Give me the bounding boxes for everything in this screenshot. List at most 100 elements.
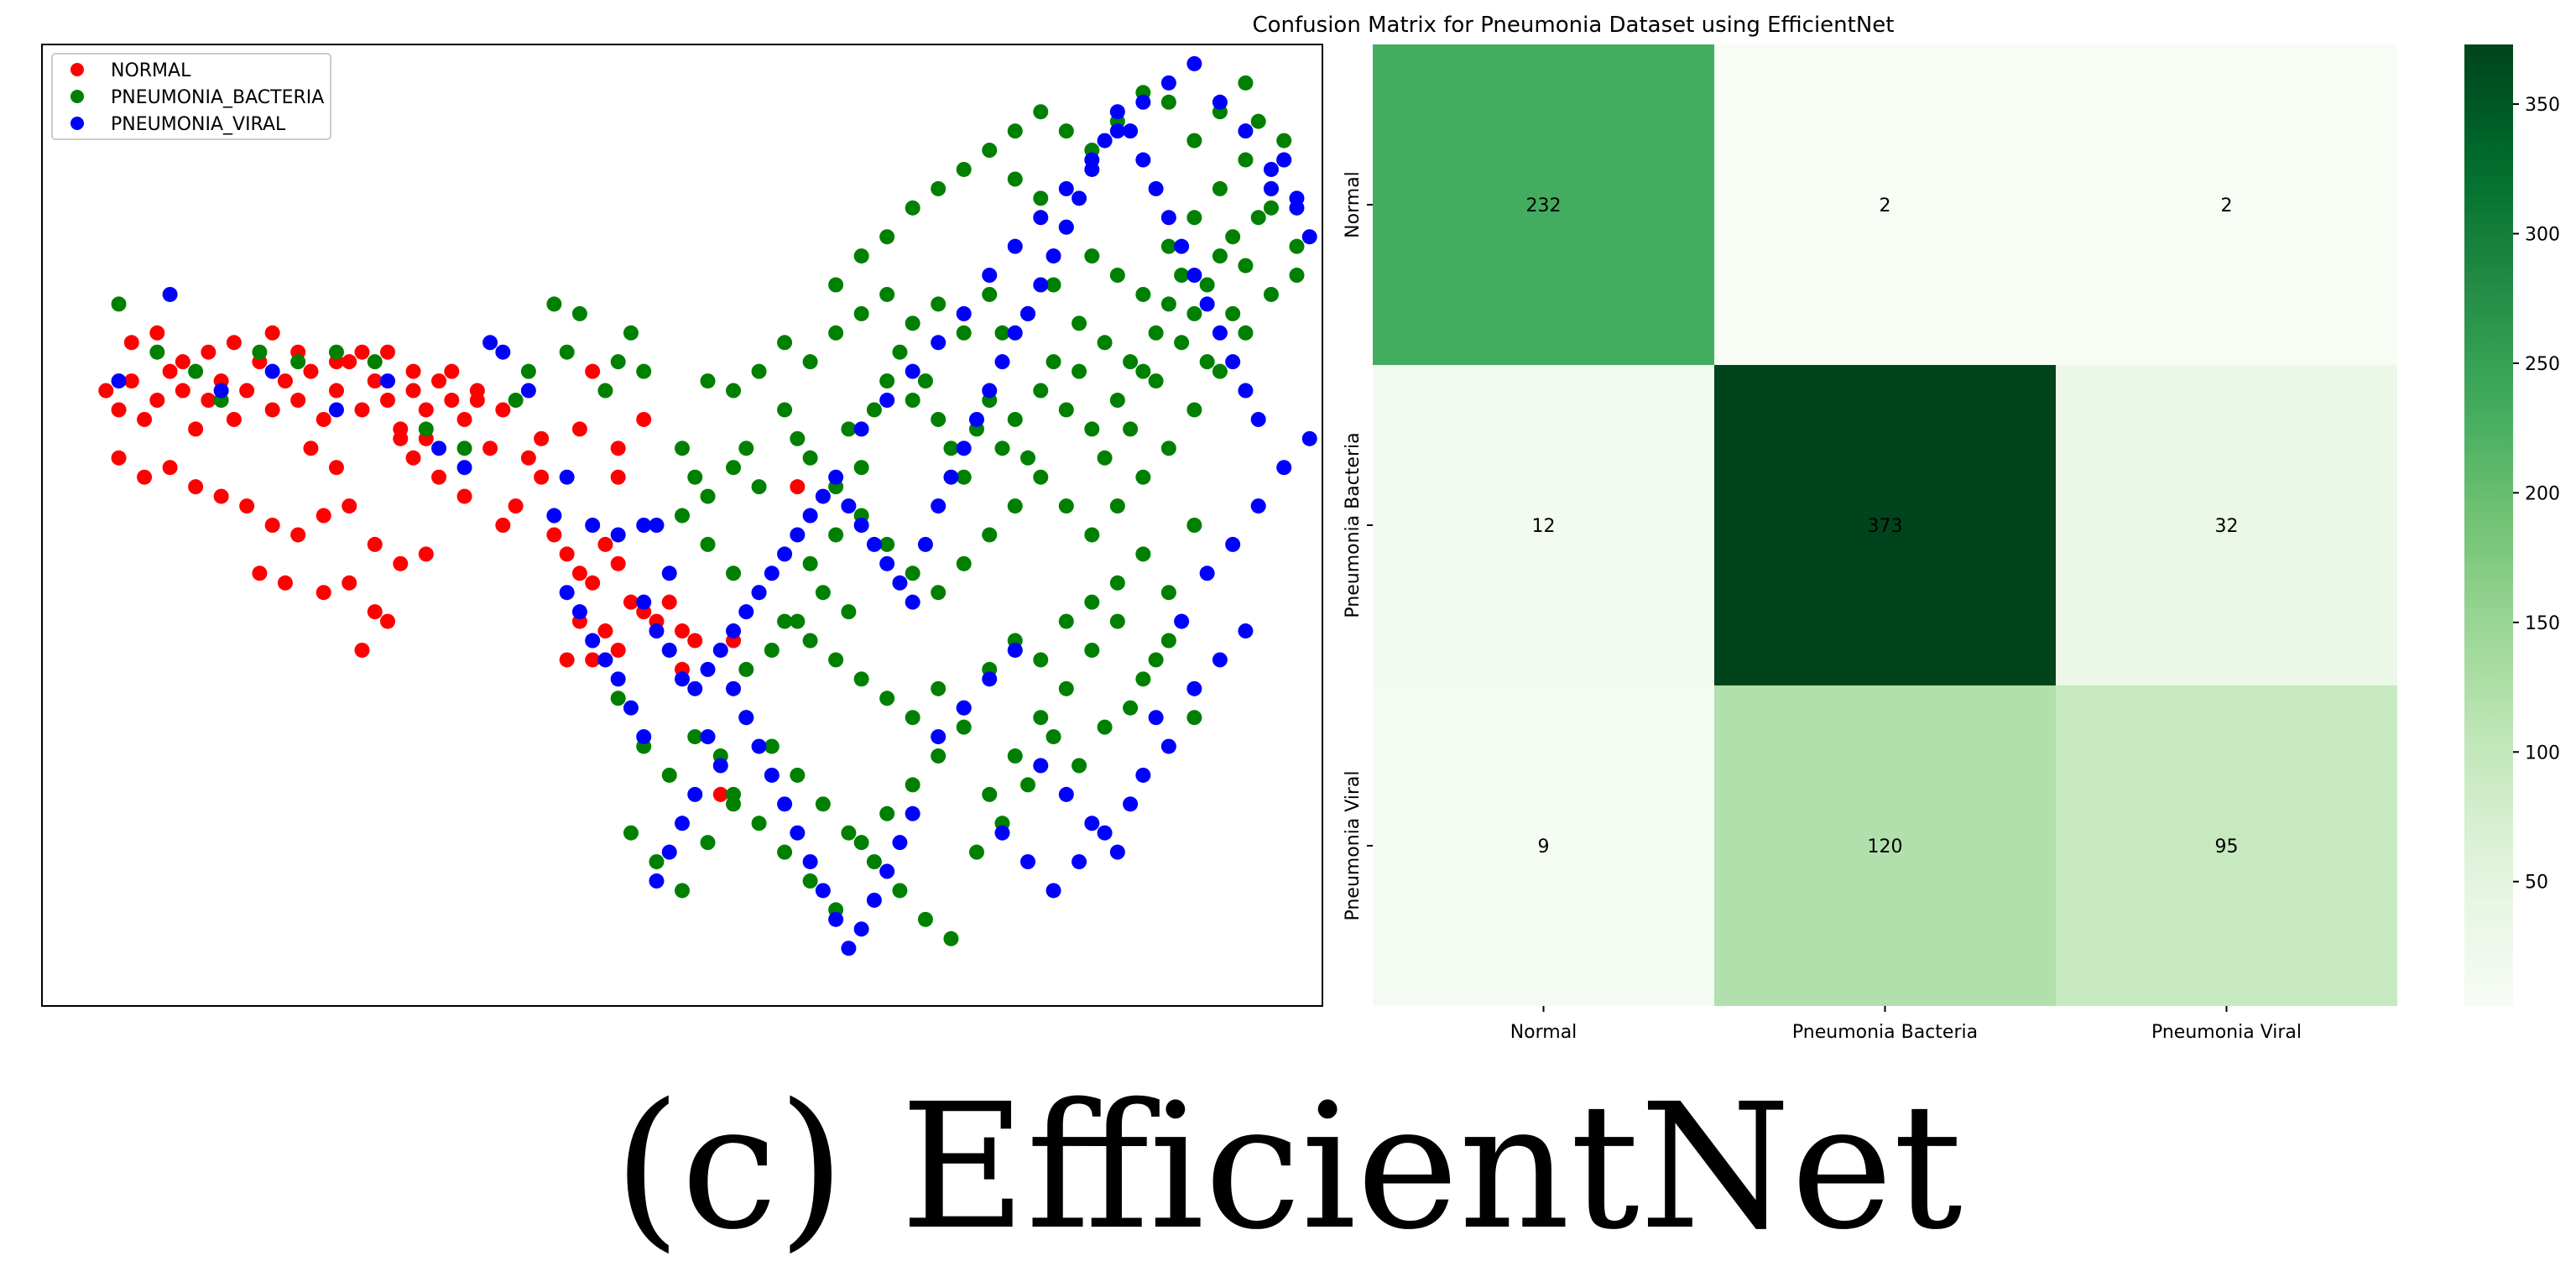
scatter-point-pneumonia-bacteria (623, 325, 639, 341)
scatter-point-pneumonia-bacteria (802, 873, 818, 889)
scatter-point-pneumonia-viral (661, 844, 677, 860)
scatter-point-pneumonia-viral (1097, 825, 1113, 841)
scatter-point-pneumonia-bacteria (879, 286, 895, 302)
confusion-matrix: Confusion Matrix for Pneumonia Dataset u… (1252, 13, 2560, 1043)
scatter-point-pneumonia-bacteria (802, 633, 818, 649)
scatter-point-pneumonia-bacteria (1276, 133, 1292, 149)
scatter-point-pneumonia-bacteria (1033, 104, 1049, 120)
scatter-point-normal (175, 383, 190, 399)
scatter-point-pneumonia-viral (931, 729, 946, 745)
scatter-point-pneumonia-viral (456, 460, 472, 476)
scatter-point-pneumonia-bacteria (841, 604, 857, 620)
scatter-point-pneumonia-bacteria (1007, 748, 1023, 764)
scatter-point-normal (342, 575, 357, 591)
scatter-point-pneumonia-bacteria (726, 383, 742, 399)
scatter-point-pneumonia-viral (853, 518, 869, 533)
scatter-point-normal (123, 335, 139, 351)
scatter-point-pneumonia-bacteria (1238, 75, 1254, 91)
scatter-point-normal (201, 393, 216, 409)
scatter-point-pneumonia-viral (1033, 277, 1049, 293)
scatter-point-pneumonia-bacteria (1020, 450, 1036, 466)
scatter-point-pneumonia-bacteria (815, 585, 831, 601)
scatter-point-pneumonia-bacteria (1084, 421, 1100, 437)
scatter-point-pneumonia-bacteria (1135, 671, 1151, 687)
scatter-point-pneumonia-bacteria (853, 460, 869, 476)
scatter-point-pneumonia-viral (1225, 536, 1241, 552)
scatter-point-pneumonia-viral (675, 816, 690, 831)
scatter-point-pneumonia-bacteria (879, 691, 895, 706)
scatter-point-pneumonia-bacteria (1199, 277, 1215, 293)
scatter-point-pneumonia-viral (649, 623, 665, 639)
scatter-point-pneumonia-bacteria (1135, 546, 1151, 562)
scatter-point-pneumonia-viral (726, 680, 742, 696)
scatter-point-pneumonia-bacteria (1148, 373, 1164, 389)
scatter-point-pneumonia-bacteria (1007, 123, 1023, 139)
scatter-point-pneumonia-bacteria (675, 508, 690, 524)
scatter-point-pneumonia-bacteria (726, 565, 742, 581)
scatter-point-normal (636, 411, 652, 427)
scatter-point-pneumonia-bacteria (1084, 527, 1100, 543)
scatter-point-pneumonia-bacteria (751, 363, 767, 379)
scatter-point-pneumonia-viral (931, 498, 946, 514)
scatter-point-pneumonia-bacteria (879, 805, 895, 821)
scatter-point-pneumonia-viral (931, 335, 946, 351)
scatter-point-pneumonia-viral (1058, 786, 1074, 802)
scatter-point-pneumonia-viral (917, 536, 933, 552)
scatter-point-pneumonia-viral (559, 585, 575, 601)
scatter-point-pneumonia-bacteria (905, 777, 920, 793)
scatter-point-pneumonia-bacteria (1160, 440, 1176, 456)
scatter-point-normal (367, 373, 383, 389)
scatter-point-pneumonia-viral (1212, 325, 1228, 341)
scatter-point-normal (534, 469, 550, 485)
scatter-point-pneumonia-bacteria (905, 565, 920, 581)
scatter-point-pneumonia-bacteria (956, 469, 972, 485)
scatter-point-pneumonia-viral (828, 911, 844, 927)
scatter-point-pneumonia-bacteria (700, 835, 716, 851)
scatter-point-pneumonia-bacteria (1186, 133, 1202, 149)
scatter-point-pneumonia-viral (712, 758, 728, 774)
scatter-point-normal (444, 393, 460, 409)
scatter-point-pneumonia-bacteria (994, 325, 1010, 341)
scatter-point-pneumonia-bacteria (1263, 200, 1279, 216)
scatter-point-pneumonia-bacteria (111, 296, 127, 312)
scatter-point-normal (712, 786, 728, 802)
scatter-point-normal (328, 383, 344, 399)
scatter-point-pneumonia-bacteria (1160, 296, 1176, 312)
scatter-point-pneumonia-bacteria (751, 816, 767, 831)
heatmap-value-labels: 232 2 2 12 373 32 9 120 95 (1526, 195, 2239, 857)
scatter-point-normal (546, 527, 562, 543)
scatter-point-normal (188, 421, 204, 437)
scatter-point-pneumonia-bacteria (1033, 190, 1049, 206)
scatter-point-pneumonia-viral (1250, 498, 1266, 514)
scatter-point-pneumonia-bacteria (1135, 469, 1151, 485)
scatter-point-pneumonia-viral (1186, 55, 1202, 71)
scatter-point-pneumonia-viral (1263, 180, 1279, 196)
scatter-point-normal (213, 488, 229, 504)
scatter-point-normal (661, 594, 677, 610)
scatter-point-pneumonia-bacteria (1084, 248, 1100, 264)
scatter-point-pneumonia-viral (905, 805, 920, 821)
scatter-point-pneumonia-bacteria (892, 883, 908, 899)
scatter-point-normal (303, 440, 319, 456)
scatter-point-pneumonia-bacteria (1199, 354, 1215, 370)
scatter-point-pneumonia-bacteria (751, 479, 767, 495)
scatter-point-pneumonia-bacteria (1033, 469, 1049, 485)
scatter-point-pneumonia-viral (1109, 104, 1125, 120)
scatter-point-pneumonia-bacteria (853, 248, 869, 264)
heatmap-title: Confusion Matrix for Pneumonia Dataset u… (1252, 13, 1894, 38)
scatter-point-pneumonia-bacteria (1058, 498, 1074, 514)
scatter-point-pneumonia-viral (968, 411, 984, 427)
scatter-point-pneumonia-viral (1135, 152, 1151, 168)
scatter-point-pneumonia-bacteria (508, 393, 524, 409)
scatter-point-normal (610, 555, 626, 571)
scatter-point-pneumonia-viral (213, 383, 229, 399)
scatter-point-pneumonia-bacteria (994, 440, 1010, 456)
scatter-point-pneumonia-viral (1084, 816, 1100, 831)
scatter-point-pneumonia-bacteria (1072, 363, 1087, 379)
scatter-point-pneumonia-bacteria (905, 710, 920, 726)
scatter-point-pneumonia-viral (1058, 180, 1074, 196)
scatter-point-normal (290, 527, 306, 543)
scatter-point-pneumonia-viral (1238, 623, 1254, 639)
scatter-point-pneumonia-bacteria (866, 402, 882, 418)
scatter-point-pneumonia-bacteria (1033, 383, 1049, 399)
